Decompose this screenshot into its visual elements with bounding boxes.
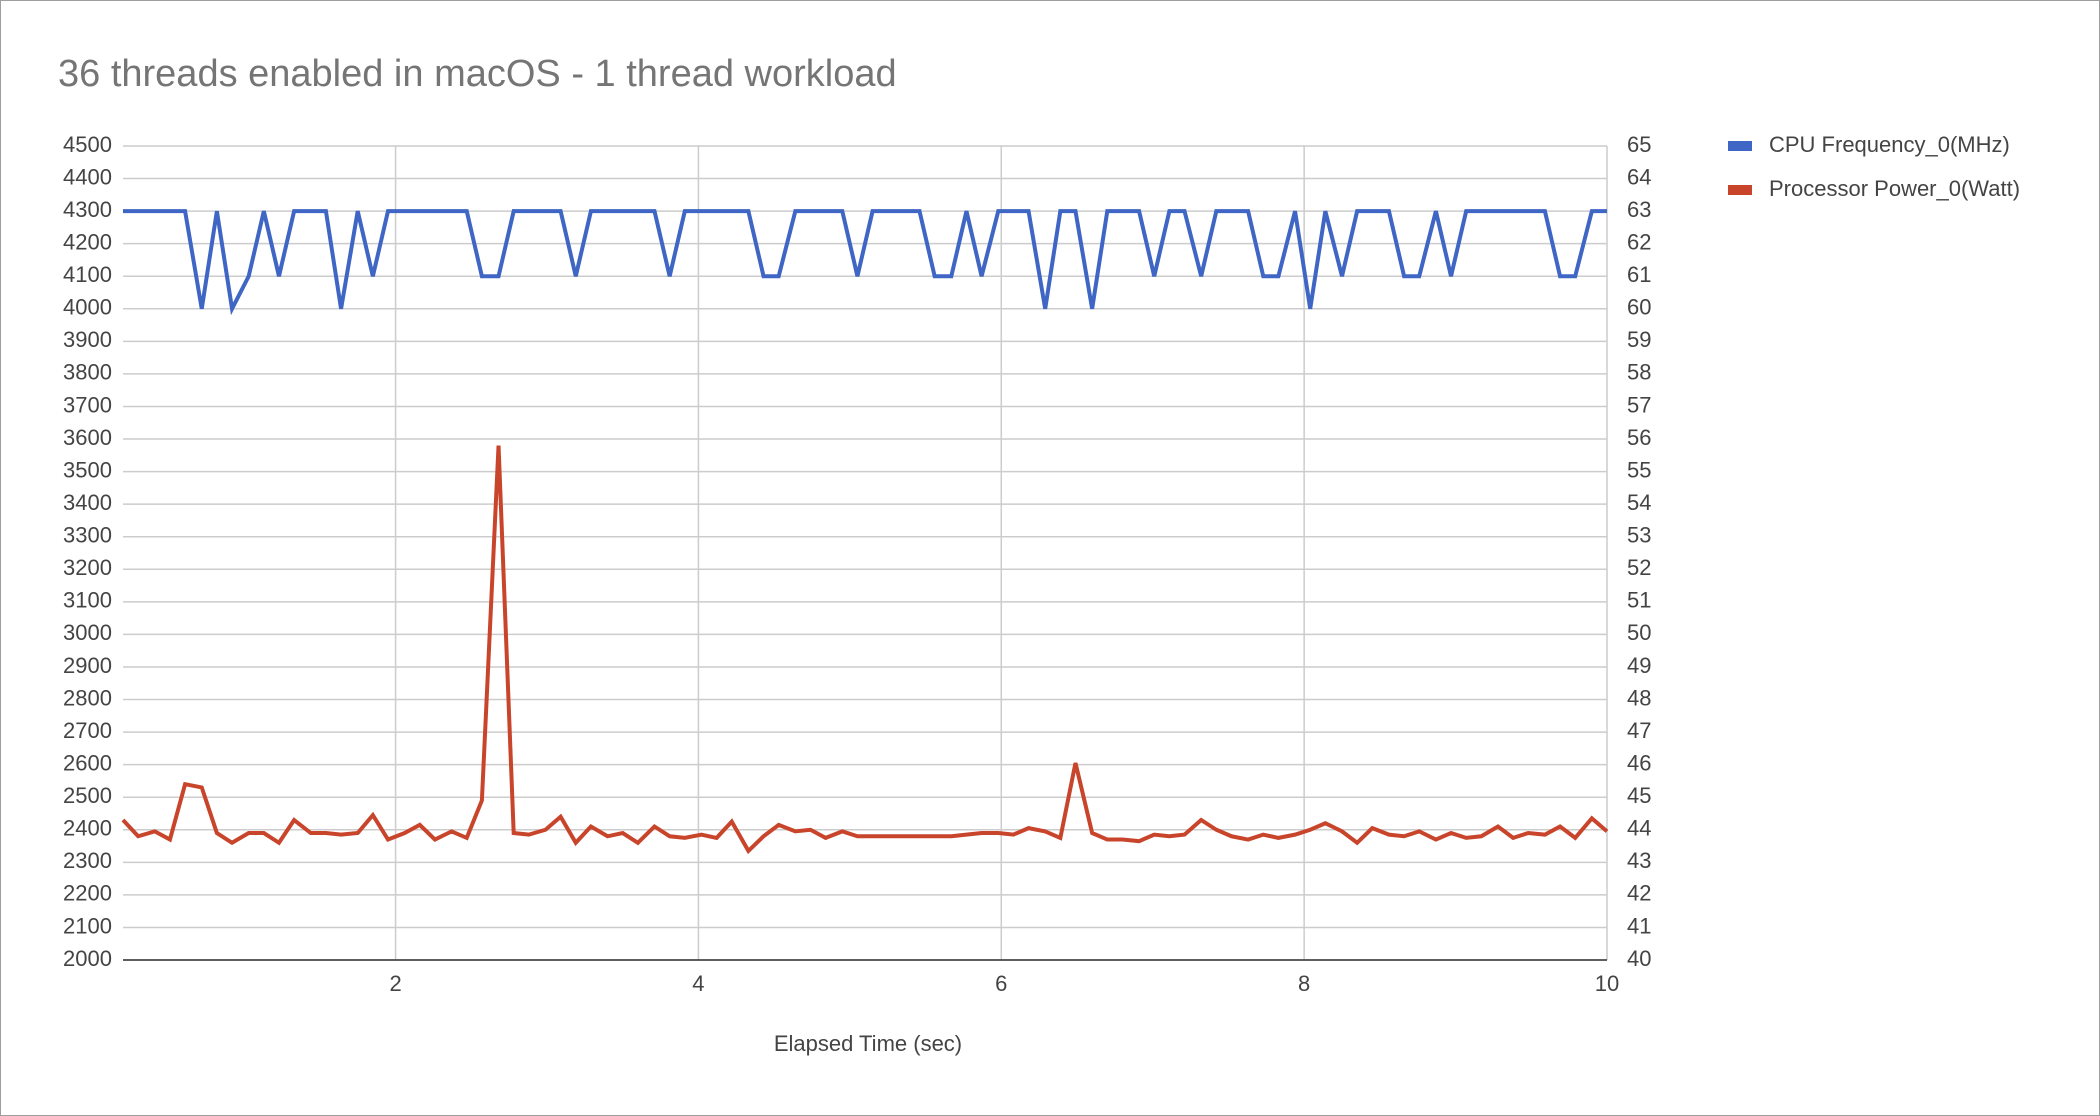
y-tick-label: 2800: [63, 685, 112, 710]
y-tick-label: 3500: [63, 457, 112, 482]
y2-tick-label: 51: [1627, 588, 1651, 613]
y-tick-label: 2900: [63, 653, 112, 678]
y2-tick-label: 61: [1627, 262, 1651, 287]
y-tick-label: 4100: [63, 262, 112, 287]
y2-tick-label: 43: [1627, 848, 1651, 873]
y-tick-label: 3700: [63, 392, 112, 417]
y2-tick-label: 47: [1627, 718, 1651, 743]
y2-tick-label: 41: [1627, 913, 1651, 938]
series-line: [123, 209, 1607, 316]
y-tick-label: 3300: [63, 523, 112, 548]
y2-tick-label: 44: [1627, 816, 1651, 841]
y2-tick-label: 52: [1627, 555, 1651, 580]
y2-tick-label: 49: [1627, 653, 1651, 678]
legend-swatch: [1728, 141, 1752, 151]
legend-label: CPU Frequency_0(MHz): [1769, 132, 2010, 157]
y2-tick-label: 40: [1627, 946, 1651, 971]
y-tick-label: 4500: [63, 132, 112, 157]
y2-tick-label: 64: [1627, 164, 1651, 189]
y-tick-label: 3900: [63, 327, 112, 352]
y2-tick-label: 46: [1627, 750, 1651, 775]
x-tick-label: 8: [1298, 971, 1310, 996]
y2-tick-label: 60: [1627, 295, 1651, 320]
series-line: [121, 445, 1609, 855]
y2-tick-label: 45: [1627, 783, 1651, 808]
x-tick-label: 4: [692, 971, 704, 996]
chart-title: 36 threads enabled in macOS - 1 thread w…: [58, 53, 897, 95]
y-tick-label: 3800: [63, 360, 112, 385]
legend-swatch: [1728, 185, 1752, 195]
y-tick-label: 2500: [63, 783, 112, 808]
y2-tick-label: 63: [1627, 197, 1651, 222]
y2-tick-label: 55: [1627, 457, 1651, 482]
x-tick-label: 6: [995, 971, 1007, 996]
y2-tick-label: 50: [1627, 620, 1651, 645]
y2-tick-label: 62: [1627, 229, 1651, 254]
y-tick-label: 2300: [63, 848, 112, 873]
y-tick-label: 4300: [63, 197, 112, 222]
y2-tick-label: 48: [1627, 685, 1651, 710]
y2-tick-label: 42: [1627, 881, 1651, 906]
y2-tick-label: 53: [1627, 523, 1651, 548]
y-tick-label: 2400: [63, 816, 112, 841]
legend-label: Processor Power_0(Watt): [1769, 176, 2020, 201]
y-tick-label: 3400: [63, 490, 112, 515]
y-tick-label: 2000: [63, 946, 112, 971]
y-tick-label: 2700: [63, 718, 112, 743]
y2-tick-label: 59: [1627, 327, 1651, 352]
y2-tick-label: 65: [1627, 132, 1651, 157]
y-tick-label: 4200: [63, 229, 112, 254]
y2-tick-label: 57: [1627, 392, 1651, 417]
y2-tick-label: 58: [1627, 360, 1651, 385]
y-tick-label: 4400: [63, 164, 112, 189]
x-tick-label: 2: [389, 971, 401, 996]
y2-tick-label: 56: [1627, 425, 1651, 450]
y-tick-label: 3600: [63, 425, 112, 450]
y-tick-label: 3200: [63, 555, 112, 580]
y-tick-label: 2100: [63, 913, 112, 938]
y-tick-label: 3100: [63, 588, 112, 613]
y-tick-label: 4000: [63, 295, 112, 320]
y2-tick-label: 54: [1627, 490, 1651, 515]
x-axis-label: Elapsed Time (sec): [774, 1031, 962, 1056]
x-tick-label: 10: [1595, 971, 1619, 996]
y-tick-label: 2200: [63, 881, 112, 906]
y-tick-label: 2600: [63, 750, 112, 775]
y-tick-label: 3000: [63, 620, 112, 645]
